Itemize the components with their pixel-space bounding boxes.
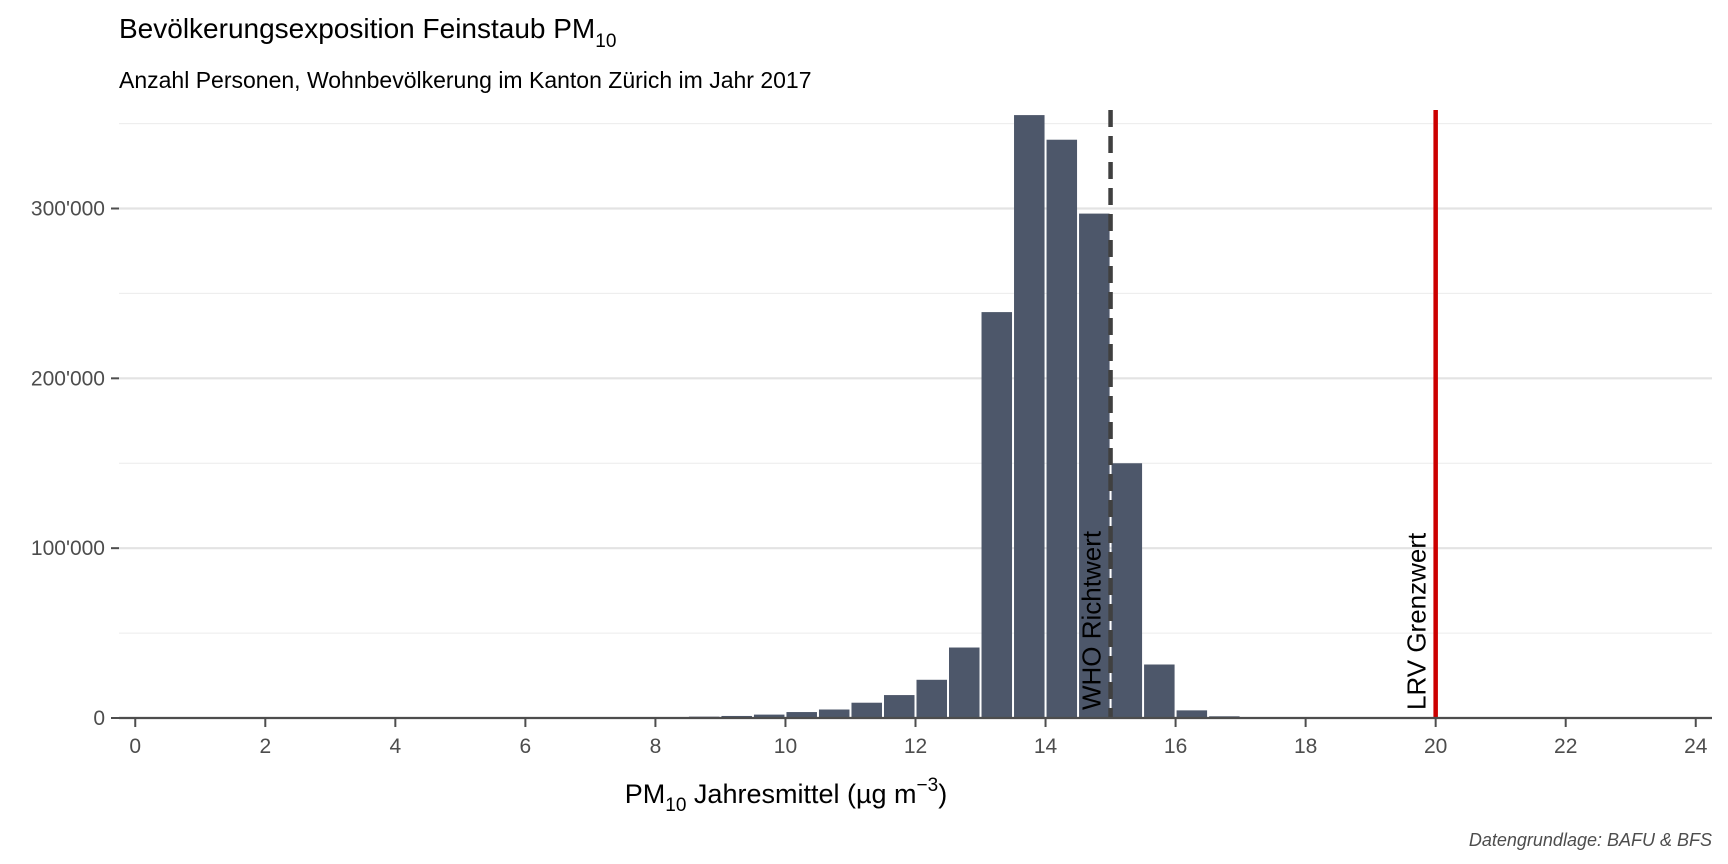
x-tick-label: 18: [1294, 735, 1317, 758]
x-tick-label: 14: [1034, 735, 1058, 758]
bar: [1014, 115, 1045, 718]
x-tick-label: 20: [1424, 735, 1447, 758]
chart-title: Bevölkerungsexposition Feinstaub PM10: [119, 13, 616, 52]
bar: [982, 312, 1013, 718]
x-tick-label: 2: [259, 735, 271, 758]
bar: [1177, 710, 1208, 718]
x-tick-label: 0: [129, 735, 141, 758]
chart-subtitle: Anzahl Personen, Wohnbevölkerung im Kant…: [119, 67, 812, 93]
x-tick-label: 12: [904, 735, 927, 758]
bar: [884, 695, 915, 718]
bar: [1144, 665, 1175, 718]
reference-line-label: LRV Grenzwert: [1402, 532, 1432, 710]
x-tick-label: 16: [1164, 735, 1187, 758]
grid: [119, 124, 1712, 633]
y-tick-label: 100'000: [31, 537, 105, 560]
x-tick-label: 10: [774, 735, 797, 758]
y-tick-label: 0: [93, 707, 105, 730]
x-tick-label: 24: [1684, 735, 1708, 758]
bar: [1112, 463, 1143, 718]
axes: 0 2 4 6 8 10 12 14 16 18 20 22 240100'000200'000300'…: [31, 198, 1712, 758]
y-tick-label: 200'000: [31, 367, 105, 390]
x-tick-label: 6: [520, 735, 532, 758]
bar: [917, 680, 948, 718]
chart-caption: Datengrundlage: BAFU & BFS: [1469, 830, 1712, 850]
bar: [949, 648, 980, 718]
bar: [1047, 140, 1078, 718]
x-tick-label: 8: [650, 735, 662, 758]
x-tick-label: 22: [1554, 735, 1577, 758]
y-tick-label: 300'000: [31, 198, 105, 221]
bar: [819, 710, 850, 718]
x-axis-title: PM10 Jahresmittel (µg m−3): [625, 775, 947, 816]
reference-line-label: WHO Richtwert: [1077, 530, 1107, 710]
bars: [689, 115, 1240, 718]
x-tick-label: 4: [389, 735, 401, 758]
bar: [851, 703, 882, 718]
